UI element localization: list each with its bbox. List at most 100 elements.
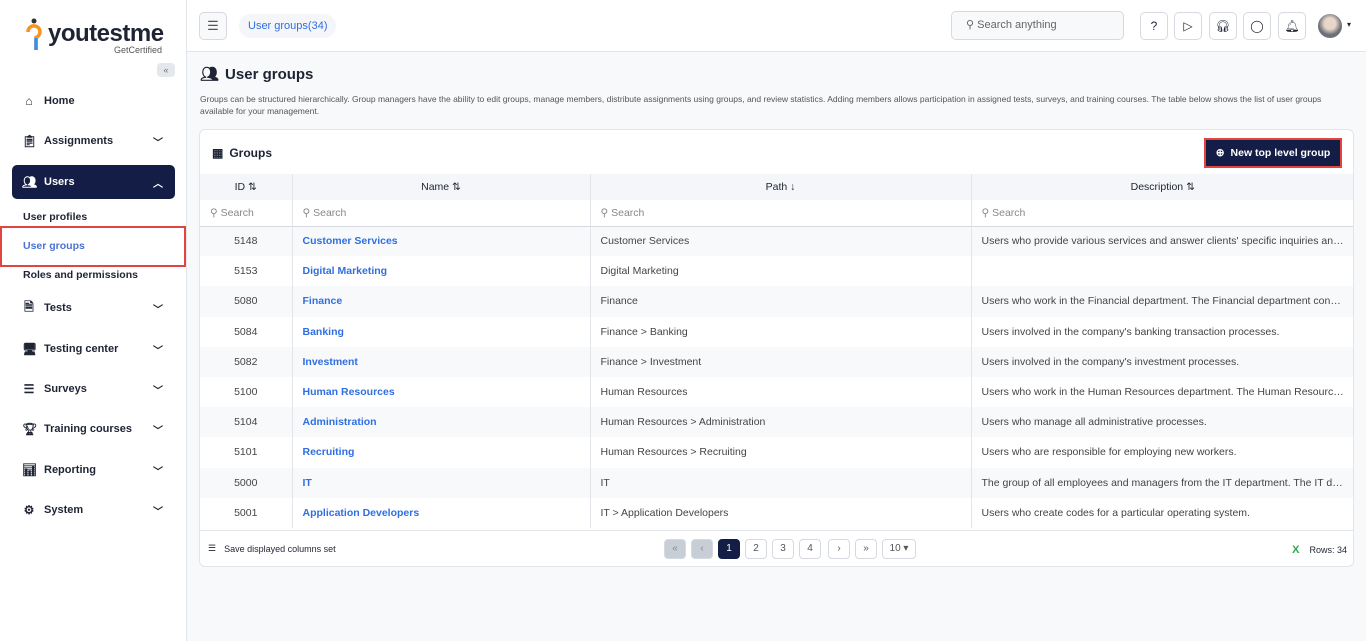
sidebar-item-user-profiles[interactable]: User profiles bbox=[23, 211, 88, 223]
support-button[interactable]: 🎧︎ bbox=[1209, 12, 1237, 40]
cell-path: IT bbox=[590, 467, 972, 498]
page-4-button[interactable]: 4 bbox=[799, 539, 821, 559]
sidebar-item-roles-and-permissions[interactable]: Roles and permissions bbox=[23, 269, 138, 281]
save-columns-button[interactable]: ☰ Save displayed columns set bbox=[208, 543, 336, 554]
first-page-button[interactable]: « bbox=[664, 539, 686, 559]
page-1-button[interactable]: 1 bbox=[718, 539, 740, 559]
avatar[interactable] bbox=[1318, 14, 1342, 38]
sidebar-item-home[interactable]: ⌂ Home bbox=[12, 84, 175, 118]
card-title: ▦ Groups bbox=[212, 146, 273, 160]
sidebar-item-training-courses[interactable]: 🏆︎ Training courses ﹀ bbox=[22, 422, 163, 437]
cell-name[interactable]: Administration bbox=[292, 407, 591, 438]
table-row[interactable]: 5101 Recruiting Human Resources > Recruiti… bbox=[200, 437, 1353, 468]
headset-icon: 🎧︎ bbox=[1215, 19, 1231, 33]
page-description: Groups can be structured hierarchically.… bbox=[200, 94, 1322, 116]
cell-id: 5084 bbox=[200, 316, 293, 347]
column-header-path[interactable]: Path ↓ bbox=[590, 174, 972, 200]
cell-id: 5104 bbox=[200, 407, 293, 438]
chevron-up-icon: ︿ bbox=[153, 178, 163, 190]
page-3-button[interactable]: 3 bbox=[772, 539, 794, 559]
cell-name[interactable]: IT bbox=[292, 467, 591, 498]
table-row[interactable]: 5001 Application Developers IT > Applicati… bbox=[200, 497, 1353, 528]
column-header-description[interactable]: Description ⇅ bbox=[971, 174, 1353, 200]
page-title: 👥︎ User groups bbox=[200, 65, 314, 84]
chat-icon: ◯ bbox=[1250, 19, 1264, 33]
chevron-down-icon: ﹀ bbox=[153, 304, 163, 316]
cell-path: IT > Application Developers bbox=[590, 497, 972, 528]
rows-count: Rows: 34 bbox=[1309, 545, 1347, 555]
cell-path: Customer Services bbox=[590, 226, 972, 257]
home-icon: ⌂ bbox=[25, 94, 33, 108]
cell-desc: Users who are responsible for employing … bbox=[971, 437, 1353, 468]
filter-path-input[interactable]: ⚲ Search bbox=[590, 200, 972, 227]
column-header-name[interactable]: Name ⇅ bbox=[292, 174, 591, 200]
top-bar: ☰ User groups(34) ⚲ Search anything ? ▷ … bbox=[187, 0, 1366, 52]
chevron-down-icon[interactable]: ▾ bbox=[1347, 20, 1352, 29]
clipboard-icon: 📋︎ bbox=[22, 134, 38, 148]
logo[interactable]: youtestme GetCertified bbox=[26, 18, 166, 55]
table-row[interactable]: 5153 Digital Marketing Digital Marketing bbox=[200, 256, 1353, 287]
table-row[interactable]: 5100 Human Resources Human Resources Users … bbox=[200, 376, 1353, 408]
cell-name[interactable]: Finance bbox=[292, 286, 591, 317]
test-icon: 🗎 bbox=[24, 299, 34, 314]
testing-center-icon: 🖥︎ bbox=[22, 342, 38, 356]
table-row[interactable]: 5104 Administration Human Resources > Admi… bbox=[200, 407, 1353, 438]
cell-name[interactable]: Human Resources bbox=[292, 376, 591, 408]
sidebar-item-user-groups[interactable]: User groups bbox=[23, 240, 85, 252]
play-button[interactable]: ▷ bbox=[1174, 12, 1202, 40]
cell-name[interactable]: Customer Services bbox=[292, 226, 591, 257]
sidebar-item-reporting[interactable]: 📊︎ Reporting ﹀ bbox=[22, 463, 163, 478]
table-row[interactable]: 5082 Investment Finance > Investment Users … bbox=[200, 346, 1353, 377]
cell-name[interactable]: Application Developers bbox=[292, 497, 591, 528]
sidebar-item-testing-center[interactable]: 🖥︎ Testing center ﹀ bbox=[22, 342, 163, 357]
page-2-button[interactable]: 2 bbox=[745, 539, 767, 559]
next-page-button[interactable]: › bbox=[828, 539, 850, 559]
cell-path: Human Resources > Recruiting bbox=[590, 437, 972, 468]
cell-desc: The group of all employees and managers … bbox=[971, 467, 1353, 498]
prev-page-button[interactable]: ‹ bbox=[691, 539, 713, 559]
collapse-sidebar-button[interactable]: « bbox=[157, 63, 175, 77]
sidebar-item-users[interactable]: 👥︎ Users ︿ bbox=[12, 165, 175, 199]
table-row[interactable]: 5148 Customer Services Customer Services Us… bbox=[200, 226, 1353, 257]
groups-card: ▦ Groups ⊕ New top level group ID ⇅ Name ⇅… bbox=[199, 129, 1354, 567]
new-top-level-group-button[interactable]: ⊕ New top level group bbox=[1204, 138, 1342, 168]
page-size-select[interactable]: 10 ▾ bbox=[882, 539, 916, 559]
gear-icon: ⚙ bbox=[23, 503, 35, 517]
chevron-down-icon: ﹀ bbox=[153, 345, 163, 357]
breadcrumb[interactable]: User groups(34) bbox=[239, 14, 337, 38]
table-row[interactable]: 5000 IT IT The group of all employees and m… bbox=[200, 467, 1353, 498]
users-icon: 👥︎ bbox=[22, 175, 38, 189]
cell-name[interactable]: Recruiting bbox=[292, 437, 591, 468]
cell-name[interactable]: Investment bbox=[292, 346, 591, 377]
chevron-down-icon: ﹀ bbox=[153, 385, 163, 397]
chat-button[interactable]: ◯ bbox=[1243, 12, 1271, 40]
table-row[interactable]: 5080 Finance Finance Users who work in the … bbox=[200, 286, 1353, 317]
last-page-button[interactable]: » bbox=[855, 539, 877, 559]
sidebar-item-tests[interactable]: 🗎 Tests ﹀ bbox=[12, 291, 175, 325]
search-icon: ⚲ bbox=[966, 19, 978, 31]
cell-path: Finance bbox=[590, 286, 972, 317]
sidebar-item-system[interactable]: ⚙ System ﹀ bbox=[23, 503, 163, 518]
column-header-id[interactable]: ID ⇅ bbox=[200, 174, 293, 200]
cell-path: Finance > Investment bbox=[590, 346, 972, 377]
help-icon: ? bbox=[1150, 19, 1158, 33]
help-button[interactable]: ? bbox=[1140, 12, 1168, 40]
logo-tagline: GetCertified bbox=[113, 45, 162, 55]
filter-id-input[interactable]: ⚲ Search bbox=[200, 200, 293, 227]
menu-toggle-button[interactable]: ☰ bbox=[199, 12, 227, 40]
filter-description-input[interactable]: ⚲ Search bbox=[971, 200, 1353, 227]
bell-icon: 🔔︎ bbox=[1284, 19, 1300, 33]
sidebar-item-surveys[interactable]: ☰ Surveys ﹀ bbox=[23, 382, 163, 397]
cell-id: 5000 bbox=[200, 467, 293, 498]
cell-desc: Users who work in the Human Resources de… bbox=[971, 376, 1353, 408]
table-row[interactable]: 5084 Banking Finance > Banking Users involv… bbox=[200, 316, 1353, 347]
sidebar-item-assignments[interactable]: 📋︎ Assignments ﹀ bbox=[22, 134, 163, 149]
excel-export-icon[interactable]: X bbox=[1292, 544, 1300, 556]
cell-name[interactable]: Banking bbox=[292, 316, 591, 347]
sidebar: youtestme GetCertified « ⌂ Home 📋︎ Assignme… bbox=[0, 0, 187, 641]
global-search-input[interactable]: ⚲ Search anything bbox=[951, 11, 1124, 40]
filter-name-input[interactable]: ⚲ Search bbox=[292, 200, 591, 227]
notifications-button[interactable]: 🔔︎ bbox=[1278, 12, 1306, 40]
cell-name[interactable]: Digital Marketing bbox=[292, 256, 591, 287]
